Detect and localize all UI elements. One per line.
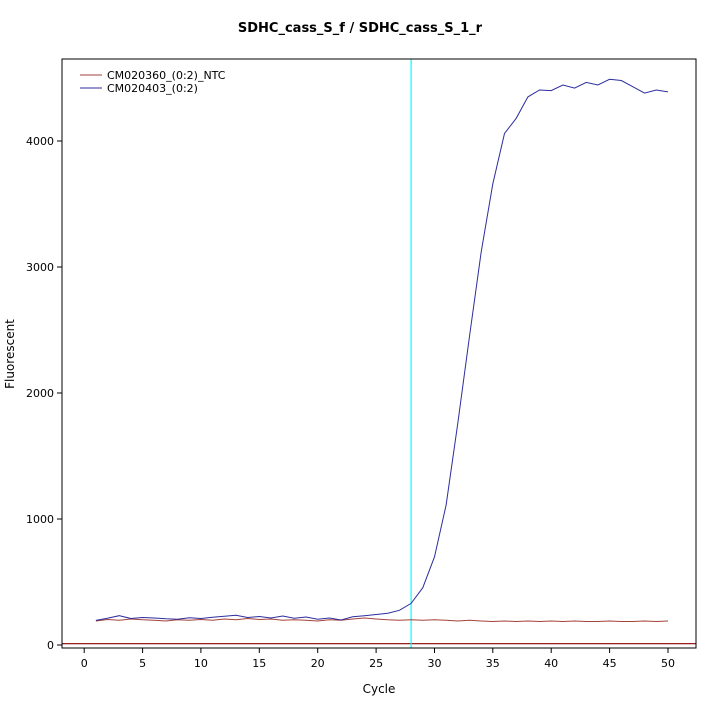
x-tick-label: 25 <box>369 657 383 670</box>
x-tick-label: 40 <box>544 657 558 670</box>
y-tick-label: 1000 <box>26 513 54 526</box>
y-tick-label: 2000 <box>26 387 54 400</box>
x-tick-label: 30 <box>428 657 442 670</box>
plot-frame <box>61 58 697 649</box>
plot-content: 0 5 10 15 20 25 30 35 40 45 50 0 1000 2000 3000 4000 <box>26 59 696 670</box>
x-tick-label: 0 <box>81 657 88 670</box>
x-tick-label: 5 <box>139 657 146 670</box>
x-tick-label: 10 <box>194 657 208 670</box>
legend-label: CM020360_(0:2)_NTC <box>107 69 226 82</box>
x-tick-label: 50 <box>661 657 675 670</box>
y-tick-label: 0 <box>47 639 54 652</box>
x-axis-label: Cycle <box>363 682 396 696</box>
y-tick-label: 3000 <box>26 261 54 274</box>
y-axis-label: Fluorescent <box>3 319 17 389</box>
chart-title: SDHC_cass_S_f / SDHC_cass_S_1_r <box>238 21 483 36</box>
x-tick-label: 45 <box>603 657 617 670</box>
series-line-sample <box>95 78 669 621</box>
legend-label: CM020403_(0:2) <box>107 82 198 95</box>
y-tick-label: 4000 <box>26 135 54 148</box>
series-line-ntc <box>95 617 669 623</box>
x-tick-label: 35 <box>486 657 500 670</box>
x-tick-label: 15 <box>252 657 266 670</box>
x-tick-label: 20 <box>311 657 325 670</box>
